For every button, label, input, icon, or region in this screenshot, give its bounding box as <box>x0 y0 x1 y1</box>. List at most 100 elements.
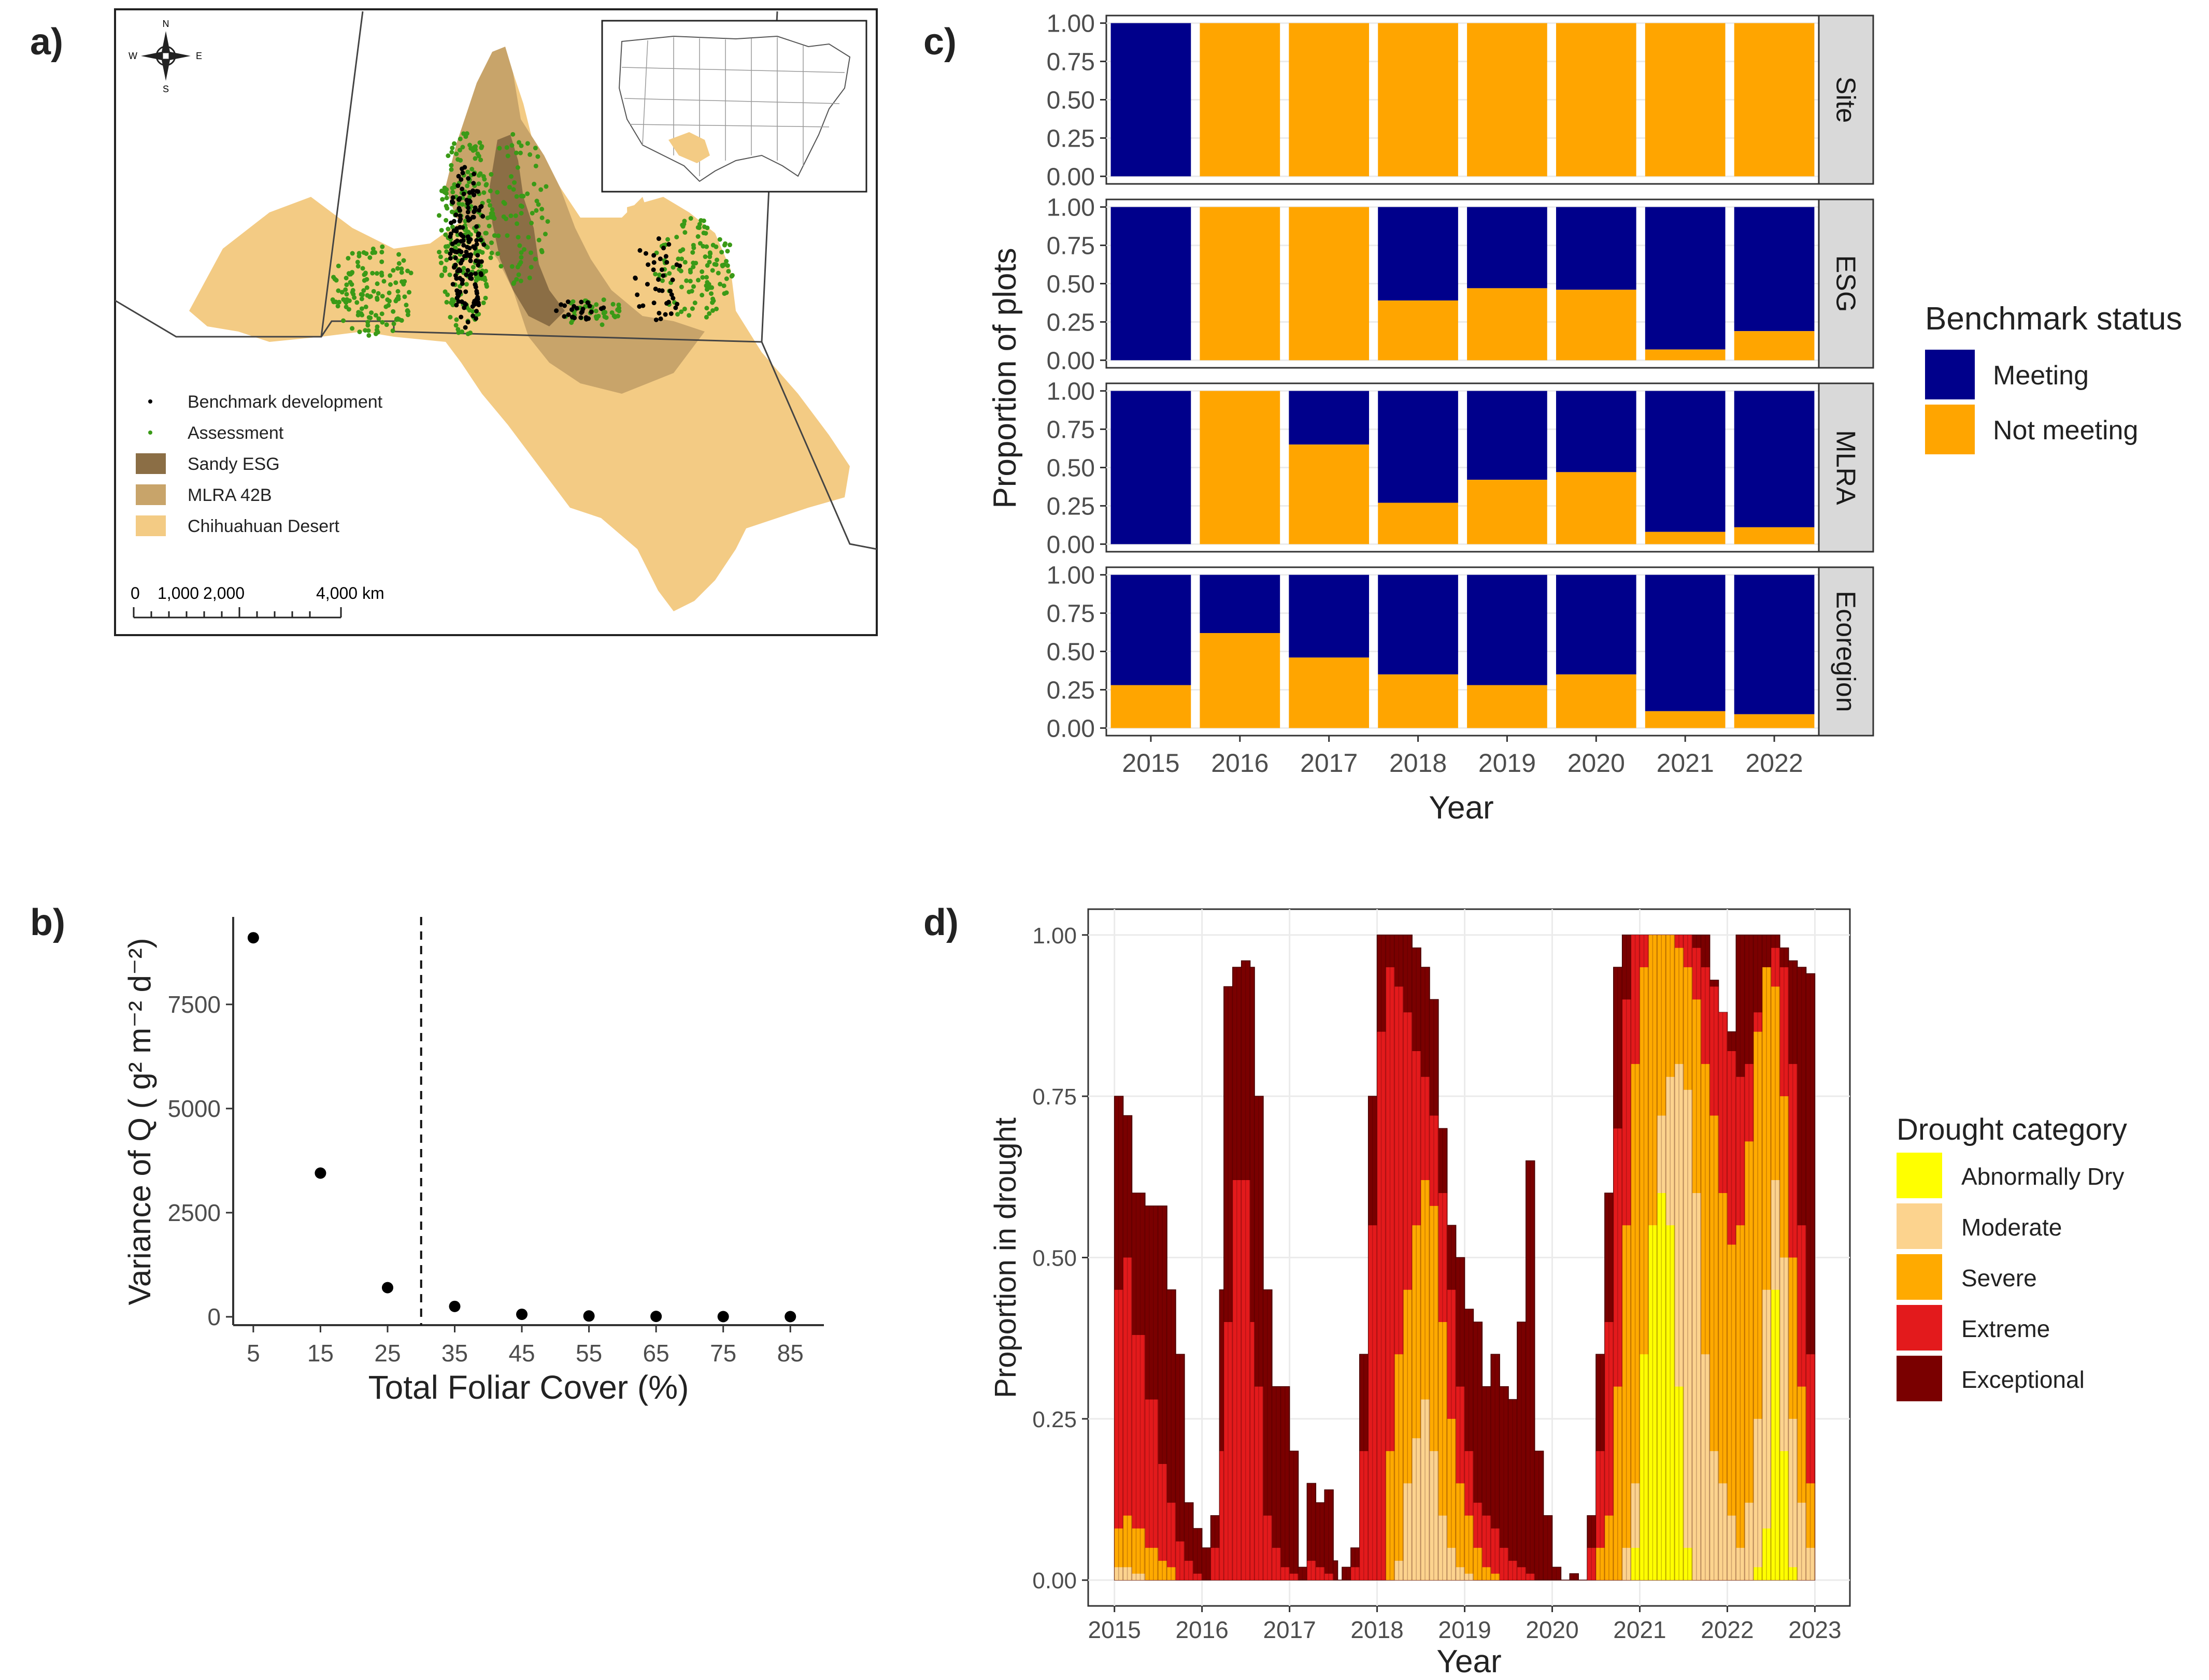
chart-c-ytick-label: 1.00 <box>1047 562 1095 590</box>
map-sample-point <box>454 317 459 322</box>
map-sample-point <box>714 306 719 311</box>
map-sample-point <box>450 242 455 247</box>
map-sample-point <box>700 269 705 274</box>
map-sample-point <box>451 219 457 224</box>
map-sample-point <box>489 172 494 177</box>
map-sample-point <box>588 310 593 315</box>
map-sample-point <box>576 306 581 311</box>
map-sample-point <box>476 311 481 317</box>
map-sample-point <box>544 184 549 189</box>
map-sample-point <box>461 242 466 248</box>
map-sample-point <box>721 283 726 289</box>
map-sample-point <box>730 272 735 278</box>
map-sample-point <box>461 173 466 178</box>
map-sample-point <box>439 227 444 233</box>
compass-south: S <box>163 84 169 94</box>
map-sample-point <box>464 282 469 287</box>
map-sample-point <box>463 189 468 194</box>
map-sample-point <box>479 212 484 218</box>
map-sample-point <box>476 153 481 159</box>
chart-b-xtick-label: 15 <box>307 1340 334 1367</box>
map-sample-point <box>503 216 508 221</box>
map-sample-point <box>379 311 384 317</box>
map-sample-point <box>453 240 458 245</box>
map-sample-point <box>479 272 484 277</box>
chart-c-ytick-label: 0.25 <box>1047 493 1095 520</box>
map-sample-point <box>502 201 507 206</box>
chart-b-point <box>247 932 259 944</box>
chart-d-ytick-label: 0.50 <box>1032 1246 1077 1271</box>
map-sample-point <box>481 300 486 306</box>
map-sample-point <box>509 143 515 148</box>
map-sample-point <box>335 304 340 309</box>
legend-key-meeting <box>1925 350 1975 399</box>
chart-d-ytick-label: 0.00 <box>1032 1568 1077 1593</box>
map-sample-point <box>668 311 674 316</box>
map-sample-point <box>402 294 407 299</box>
map-sample-point <box>710 268 715 273</box>
map-sample-point <box>513 213 518 219</box>
map-sample-point <box>449 241 454 246</box>
map-sample-point <box>439 272 445 278</box>
chart-c-bar-meeting <box>1110 23 1191 177</box>
map-sample-point <box>485 245 490 250</box>
map-sample-point <box>406 290 411 295</box>
map-sample-point <box>359 306 364 311</box>
map-sample-point <box>675 312 680 317</box>
map-sample-point <box>474 313 479 318</box>
map-sample-point <box>701 231 706 236</box>
chart-c-bar-not-meeting <box>1200 633 1280 728</box>
map-sample-point <box>457 196 462 201</box>
map-sample-point <box>349 282 354 287</box>
chart-c-xtick-label: 2019 <box>1478 749 1536 778</box>
map-sample-point <box>666 302 672 307</box>
map-sample-point <box>472 298 477 304</box>
map-sample-point <box>701 218 706 223</box>
map-sample-point <box>711 298 716 304</box>
map-sample-point <box>704 314 709 320</box>
chart-d-xtick-label: 2016 <box>1175 1616 1228 1643</box>
chart-c-bar-not-meeting <box>1645 532 1726 544</box>
map-sample-point <box>473 250 478 255</box>
map-sample-point <box>473 282 478 288</box>
map-sample-point <box>601 305 606 310</box>
map-sample-point <box>659 267 664 272</box>
chart-c-bar-meeting <box>1556 207 1636 290</box>
map-sample-point <box>476 224 481 229</box>
map-sample-point <box>395 316 401 321</box>
map-sample-point <box>401 258 406 263</box>
chart-d-legend-label: Moderate <box>1961 1214 2062 1241</box>
map-sample-point <box>664 260 669 265</box>
map-sample-point <box>350 270 355 275</box>
chart-d-legend-label: Extreme <box>1961 1315 2050 1342</box>
map-sample-point <box>501 214 506 219</box>
map-sample-point <box>456 299 461 304</box>
map-sample-point <box>693 261 699 266</box>
map-sample-point <box>474 248 479 253</box>
chart-c-bar-not-meeting <box>1467 288 1547 361</box>
map-sample-point <box>656 276 661 281</box>
map-sample-point <box>479 145 484 150</box>
chart-d-plot-frame <box>1087 908 1851 1607</box>
map-sample-point <box>703 231 708 236</box>
map-sample-point <box>601 311 606 316</box>
map-sample-point <box>451 298 456 304</box>
map-sample-point <box>361 250 366 255</box>
map-sample-point <box>496 233 501 238</box>
chart-c-ytick-label: 0.50 <box>1047 87 1095 114</box>
map-sample-point <box>514 277 519 282</box>
map-sample-point <box>455 327 461 332</box>
map-sample-point <box>601 297 606 303</box>
map-sample-point <box>565 299 571 305</box>
map-sample-point <box>454 295 460 300</box>
map-sample-point <box>475 274 480 279</box>
map-sample-point <box>612 314 618 320</box>
compass-rose-icon <box>141 31 191 81</box>
map-sample-point <box>458 284 463 289</box>
inset-state-lines <box>621 37 845 176</box>
map-sample-point <box>474 278 479 283</box>
chart-c-bar-meeting <box>1556 391 1636 472</box>
map-legend-label-2: Sandy ESG <box>188 454 280 474</box>
chart-d-legend-title: Drought category <box>1897 1113 2127 1146</box>
